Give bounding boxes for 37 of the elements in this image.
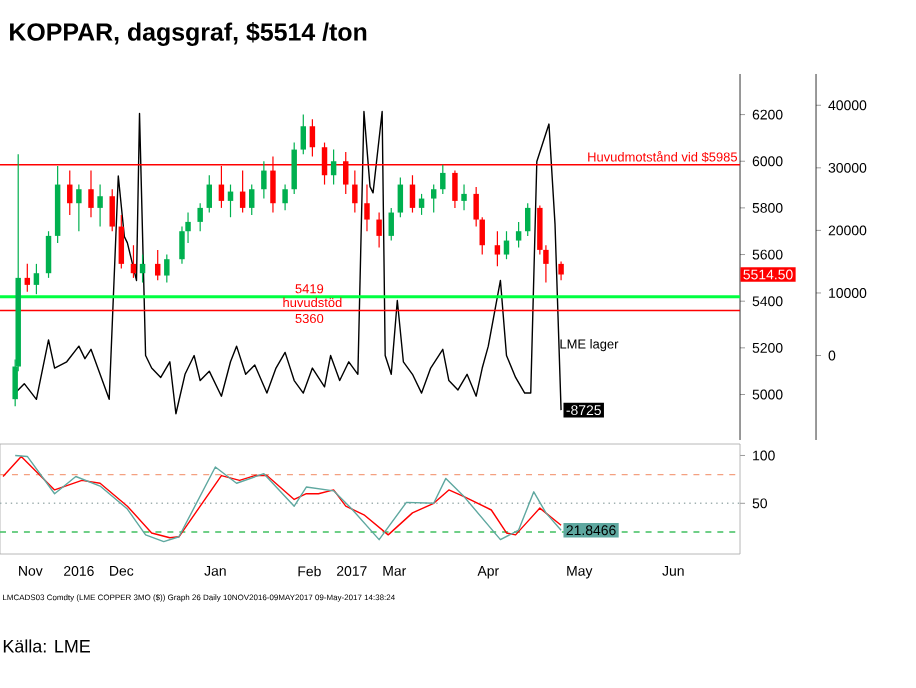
- candlestick: [261, 160, 267, 200]
- candlestick: [388, 207, 394, 242]
- candlestick: [164, 253, 170, 284]
- candlestick: [494, 230, 501, 267]
- candlestick: [239, 169, 246, 214]
- candlestick: [330, 148, 337, 186]
- candlestick: [515, 221, 522, 249]
- candlestick: [440, 164, 446, 195]
- text: Källa: LME: [3, 639, 90, 653]
- candlestick: [503, 230, 510, 260]
- candlestick: [352, 169, 358, 214]
- candlestick: [109, 188, 115, 232]
- candlestick: [76, 183, 82, 232]
- candlestick: [376, 211, 382, 249]
- candlestick: [300, 113, 307, 155]
- candlestick: [291, 141, 297, 195]
- candlestick: [33, 263, 40, 295]
- candlestick: [409, 174, 416, 214]
- candlestick: [461, 183, 467, 211]
- candlestick: [452, 169, 458, 209]
- candlestick: [88, 169, 94, 218]
- candlestick: [282, 183, 288, 211]
- candlestick: [558, 260, 564, 281]
- candlestick: [397, 176, 404, 218]
- candlestick: [24, 263, 31, 293]
- candlestick: [309, 118, 316, 158]
- chart-title: KOPPAR, dagsgraf, $5514 /ton: [10, 22, 367, 46]
- candlestick: [249, 183, 255, 216]
- candlestick: [154, 249, 161, 281]
- candlestick: [45, 230, 52, 279]
- candlestick: [430, 183, 437, 214]
- candlestick: [118, 214, 125, 270]
- candlestick: [364, 183, 370, 232]
- candlestick: [524, 202, 531, 237]
- candlestick: [97, 183, 103, 228]
- candlestick: [206, 174, 212, 214]
- candlestick: [197, 202, 203, 232]
